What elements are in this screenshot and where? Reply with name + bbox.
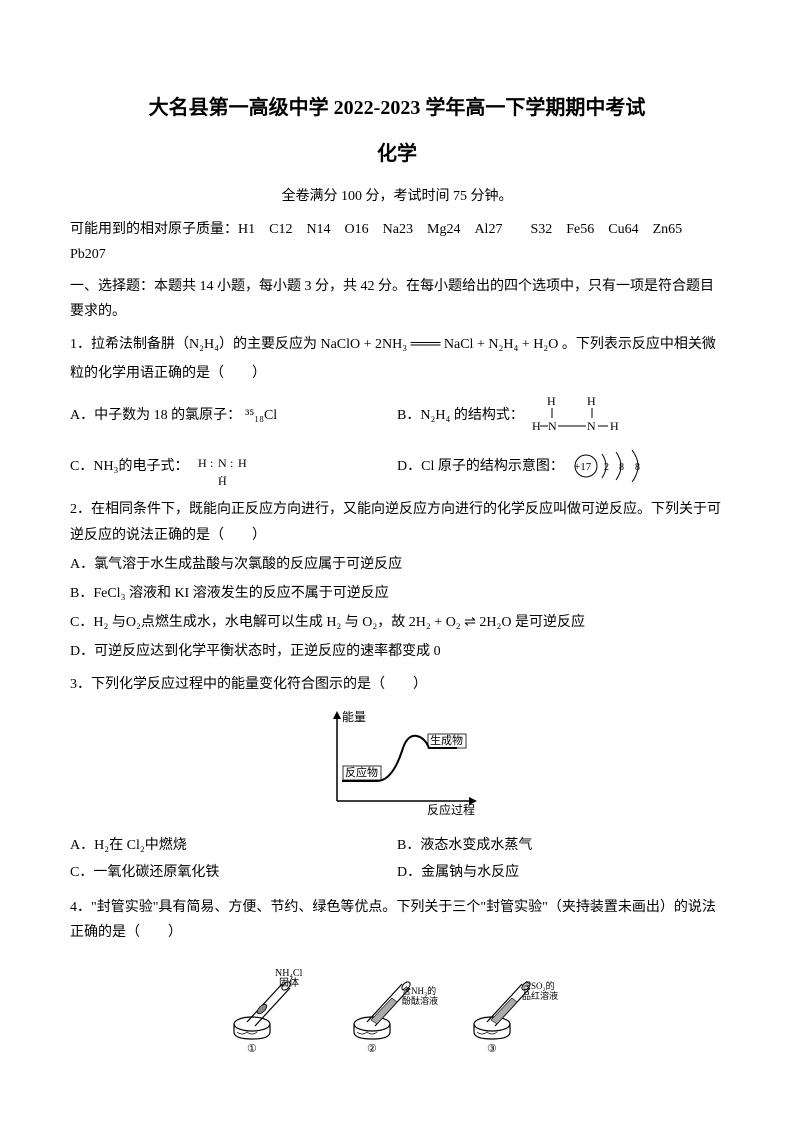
svg-text::: : xyxy=(230,456,233,470)
svg-text:2: 2 xyxy=(604,462,609,473)
svg-text:H: H xyxy=(198,456,207,470)
svg-text:反应物: 反应物 xyxy=(345,765,378,779)
svg-text::: : xyxy=(210,456,213,470)
svg-text:8: 8 xyxy=(635,462,640,473)
svg-text:②: ② xyxy=(367,1043,377,1054)
question-4: 4．"封管实验"具有简易、方便、节约、绿色等优点。下列关于三个"封管实验"（夹持… xyxy=(70,895,724,1063)
q1-stem: 1．拉希法制备肼（N₂H₄）的主要反应为 NaClO + 2NH₃ ═══ Na… xyxy=(70,332,724,357)
question-3: 3．下列化学反应过程中的能量变化符合图示的是（ ） 能量 反应过程 反应物 生成… xyxy=(70,672,724,887)
q2-optA: A．氯气溶于水生成盐酸与次氯酸的反应属于可逆反应 xyxy=(70,552,724,577)
q3-optB: B．液态水变成水蒸气 xyxy=(397,833,724,858)
atomic-mass-info: 可能用到的相对原子质量：H1 C12 N14 O16 Na23 Mg24 Al2… xyxy=(70,217,724,267)
svg-text:①: ① xyxy=(247,1043,257,1054)
svg-text:N: N xyxy=(218,456,227,470)
svg-text:品红溶液: 品红溶液 xyxy=(522,990,558,1001)
q2-optD: D．可逆反应达到化学平衡状态时，正逆反应的速率都变成 0 xyxy=(70,639,724,664)
svg-text:H: H xyxy=(238,456,247,470)
q3-optA: A．H₂在 Cl₂中燃烧 xyxy=(70,833,397,858)
svg-text:H: H xyxy=(587,394,596,408)
svg-text:③: ③ xyxy=(487,1043,497,1054)
svg-text:8: 8 xyxy=(619,462,624,473)
svg-text:酚酞溶液: 酚酞溶液 xyxy=(402,995,438,1006)
q1-optA-formula: ³⁵₁₈Cl xyxy=(245,403,277,428)
svg-text:反应过程: 反应过程 xyxy=(427,802,475,816)
q3-optD: D．金属钠与水反应 xyxy=(397,860,724,885)
q2-optC: C．H₂ 与O₂点燃生成水，水电解可以生成 H₂ 与 O₂，故 2H₂ + O₂… xyxy=(70,610,724,635)
nh3-electron-icon: H : N : H ‥ H xyxy=(196,447,266,487)
q1-optD-label: D．Cl 原子的结构示意图： xyxy=(397,454,564,479)
subject-title: 化学 xyxy=(70,136,724,172)
svg-text:能量: 能量 xyxy=(342,710,366,724)
q2-optB: B．FeCl₃ 溶液和 KI 溶液发生的反应不属于可逆反应 xyxy=(70,581,724,606)
section-intro: 一、选择题：本题共 14 小题，每小题 3 分，共 42 分。在每小题给出的四个… xyxy=(70,274,724,324)
svg-text:H: H xyxy=(547,394,556,408)
question-2: 2．在相同条件下，既能向正反应方向进行，又能向逆反应方向进行的化学反应叫做可逆反… xyxy=(70,497,724,664)
q3-optC: C．一氧化碳还原氧化铁 xyxy=(70,860,397,885)
n2h4-structure-icon: H H H N N H xyxy=(532,390,642,440)
svg-text:N: N xyxy=(587,419,596,433)
svg-text:H: H xyxy=(532,419,541,433)
exam-info: 全卷满分 100 分，考试时间 75 分钟。 xyxy=(70,184,724,209)
svg-text:生成物: 生成物 xyxy=(430,733,463,747)
svg-text:固体: 固体 xyxy=(279,977,299,989)
tube-diagram: NH₄Cl 固体 ① 含NH₃的 酚酞溶液 ② xyxy=(70,954,724,1063)
energy-diagram: 能量 反应过程 反应物 生成物 xyxy=(70,706,724,825)
cl-atom-structure-icon: +17 2 8 8 xyxy=(572,444,662,489)
svg-text:含SO₂的: 含SO₂的 xyxy=(522,980,555,991)
q3-stem: 3．下列化学反应过程中的能量变化符合图示的是（ ） xyxy=(70,672,724,697)
q1-optA-label: A．中子数为 18 的氯原子： xyxy=(70,403,241,428)
svg-text:H: H xyxy=(218,474,227,487)
svg-text:H: H xyxy=(610,419,619,433)
page-title: 大名县第一高级中学 2022-2023 学年高一下学期期中考试 xyxy=(70,90,724,126)
svg-text:含NH₃的: 含NH₃的 xyxy=(402,985,436,996)
q1-optC-label: C．NH₃的电子式： xyxy=(70,454,188,479)
svg-text:N: N xyxy=(548,419,557,433)
q2-stem: 2．在相同条件下，既能向正反应方向进行，又能向逆反应方向进行的化学反应叫做可逆反… xyxy=(70,497,724,547)
q4-stem: 4．"封管实验"具有简易、方便、节约、绿色等优点。下列关于三个"封管实验"（夹持… xyxy=(70,895,724,945)
question-1: 1．拉希法制备肼（N₂H₄）的主要反应为 NaClO + 2NH₃ ═══ Na… xyxy=(70,332,724,489)
q1-stem2: 粒的化学用语正确的是（ ） xyxy=(70,361,724,386)
q1-optB-label: B．N₂H₄ 的结构式： xyxy=(397,403,524,428)
